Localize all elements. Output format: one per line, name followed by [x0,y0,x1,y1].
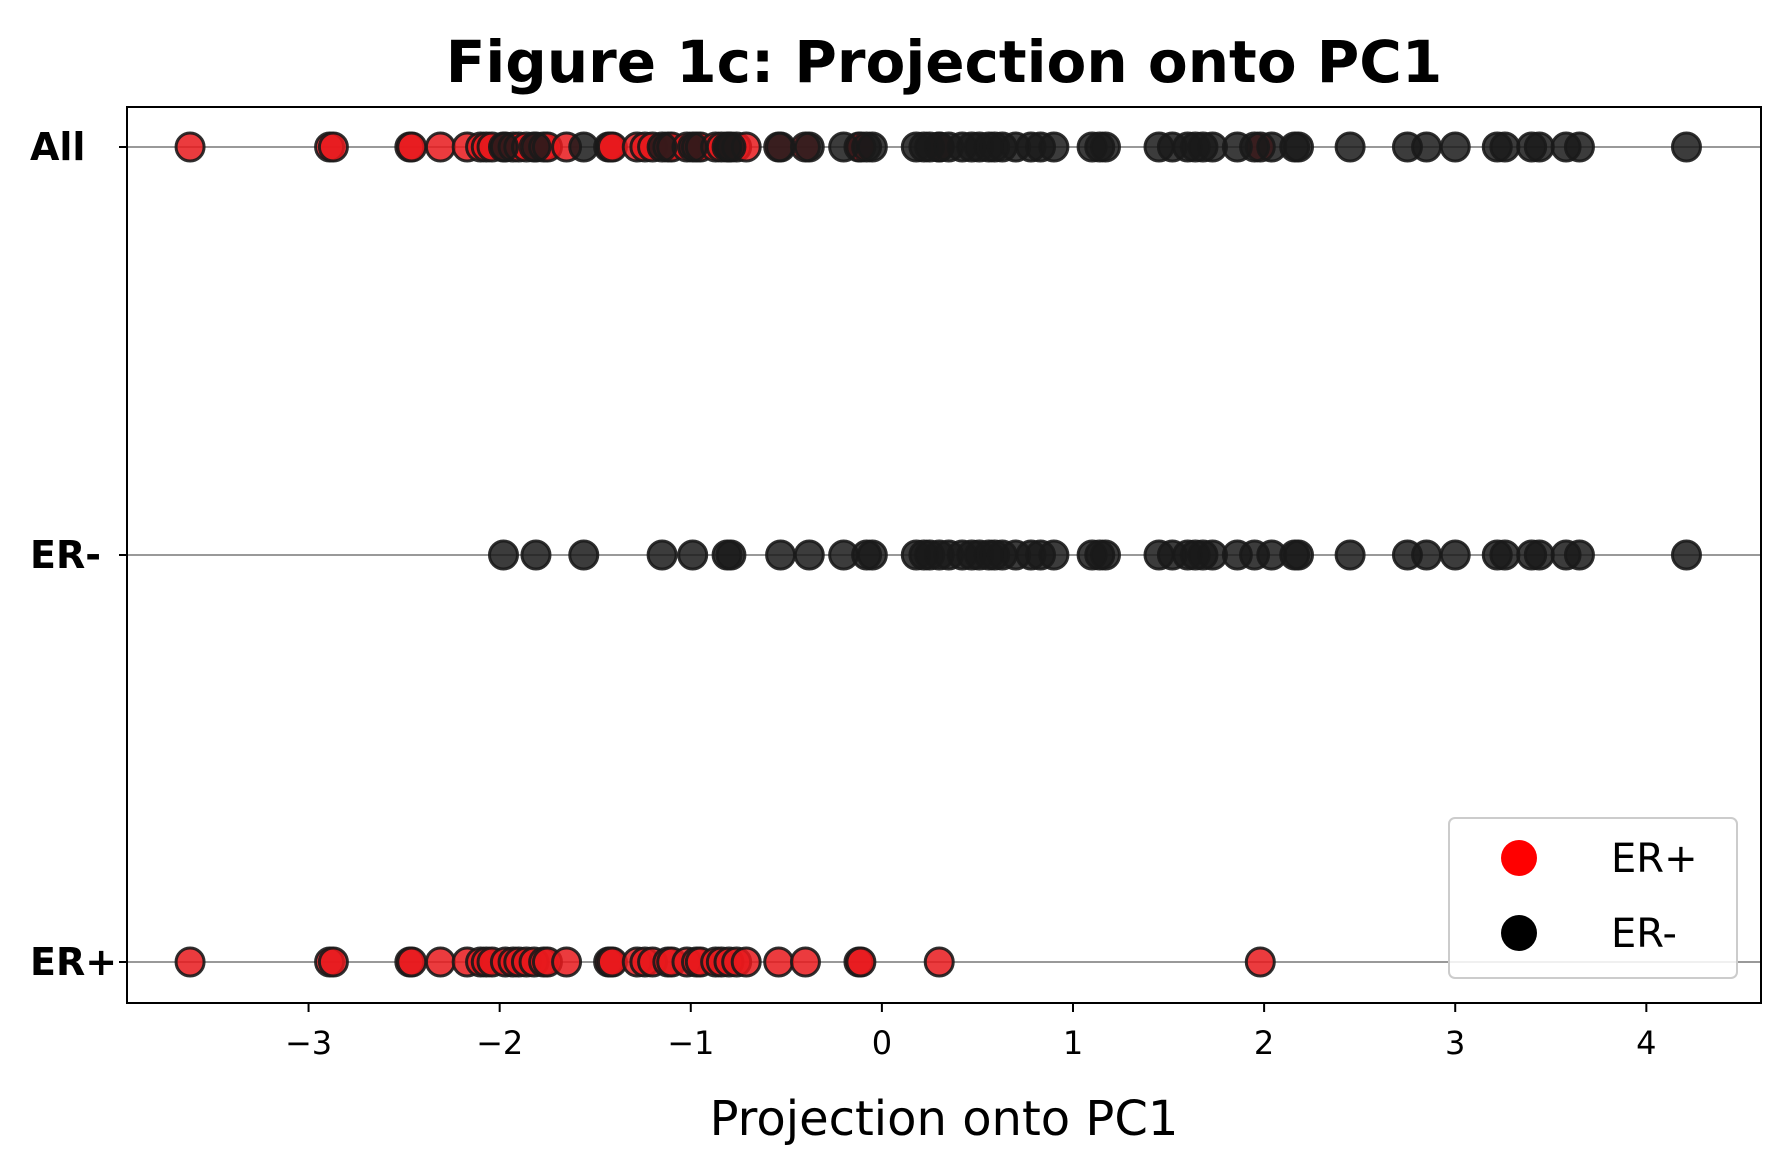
point-er-minus [487,539,519,571]
point-all-er-plus [424,131,456,163]
point-all-er-minus [1439,131,1471,163]
point-er-minus [1411,539,1443,571]
point-er-minus [1439,539,1471,571]
point-er-plus [174,946,206,978]
point-er-minus [793,539,825,571]
point-all-er-minus [677,131,709,163]
point-er-minus [856,539,888,571]
x-tick-label: −2 [476,1024,523,1062]
x-tick-label: 2 [1254,1024,1274,1062]
y-tick-label-er-minus: ER- [30,533,101,577]
y-axis: ER+ ER- All [30,125,127,984]
point-all-er-minus [1283,131,1315,163]
point-er-plus [789,946,821,978]
point-all-er-minus [765,131,797,163]
point-er-minus [1523,539,1555,571]
point-er-plus [551,946,583,978]
point-er-minus [765,539,797,571]
data-points [174,131,1702,978]
point-er-plus [730,946,762,978]
point-all-er-minus [520,131,552,163]
point-er-plus [1244,946,1276,978]
point-er-minus [520,539,552,571]
point-er-minus [568,539,600,571]
x-axis-label: Projection onto PC1 [710,1091,1179,1147]
point-all-er-plus [174,131,206,163]
point-all-er-plus [396,131,428,163]
point-er-minus [1089,539,1121,571]
point-all-er-minus [1489,131,1521,163]
point-er-minus [1563,539,1595,571]
point-er-plus [923,946,955,978]
legend-marker-er-minus [1501,915,1537,951]
point-er-minus [715,539,747,571]
x-tick-label: −3 [285,1024,332,1062]
legend-marker-er-plus [1501,840,1537,876]
point-er-plus [396,946,428,978]
legend: ER+ ER- [1448,817,1738,979]
point-all-er-minus [1670,131,1702,163]
point-er-minus [677,539,709,571]
x-tick-label: −1 [667,1024,714,1062]
point-all-er-minus [646,131,678,163]
point-er-plus [845,946,877,978]
point-all-er-minus [1411,131,1443,163]
x-axis: −3 −2 −1 0 1 2 3 4 [285,1003,1657,1062]
point-all-er-minus [1523,131,1555,163]
x-tick-label: 4 [1636,1024,1656,1062]
point-er-minus [646,539,678,571]
x-tick-label: 0 [872,1024,892,1062]
point-all-er-minus [1334,131,1366,163]
point-er-minus [1038,539,1070,571]
point-er-plus [424,946,456,978]
y-tick-label-all: All [30,125,85,169]
point-all-er-minus [856,131,888,163]
legend-label-er-minus: ER- [1611,911,1677,957]
x-tick-label: 1 [1063,1024,1083,1062]
point-er-plus [763,946,795,978]
point-all-er-minus [487,131,519,163]
point-all-er-minus [715,131,747,163]
point-all-er-minus [1038,131,1070,163]
point-er-minus [1334,539,1366,571]
point-er-minus [1670,539,1702,571]
legend-label-er-plus: ER+ [1611,836,1698,882]
point-all-er-minus [568,131,600,163]
x-tick-label: 3 [1445,1024,1465,1062]
point-all-er-minus [1563,131,1595,163]
point-all-er-minus [1089,131,1121,163]
point-er-plus [317,946,349,978]
point-all-er-plus [317,131,349,163]
point-er-minus [1489,539,1521,571]
chart-title: Figure 1c: Projection onto PC1 [446,28,1442,96]
point-all-er-minus [793,131,825,163]
y-tick-label-er-plus: ER+ [30,940,117,984]
point-er-minus [1283,539,1315,571]
